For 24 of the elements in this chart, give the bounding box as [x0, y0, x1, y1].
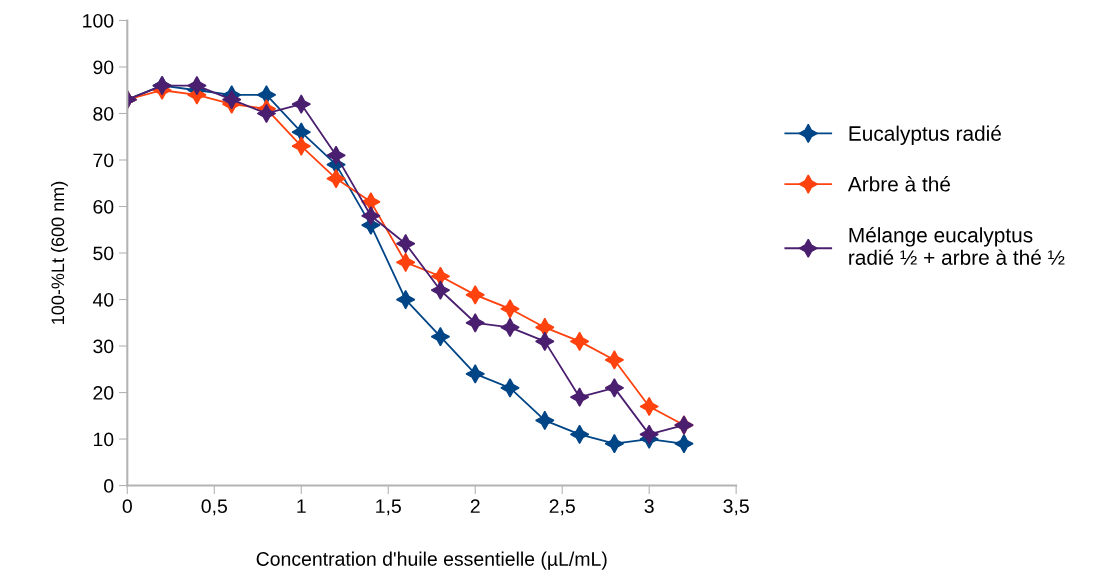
x-tick-label: 3,5 [723, 499, 749, 516]
y-axis-title: 100-%Lt (600 nm) [50, 181, 68, 324]
x-axis-title: Concentration d'huile essentielle (µL/mL) [256, 551, 607, 570]
y-tick-label: 80 [93, 106, 114, 121]
y-tick-label: 30 [93, 339, 114, 354]
y-tick-label: 60 [93, 199, 114, 214]
x-tick-label: 2 [470, 499, 480, 513]
legend-label: Mélange eucalyptus radié ½ + arbre à thé ½ [849, 226, 1065, 265]
y-tick-label: 0 [104, 479, 114, 493]
y-tick-label: 70 [93, 153, 114, 168]
legend-label: Eucalyptus radié [849, 125, 1001, 146]
x-tick-label: 0,5 [201, 499, 227, 516]
y-tick-label: 100 [83, 13, 114, 28]
x-tick-label: 1 [297, 499, 306, 513]
x-tick-label: 3 [644, 499, 654, 514]
y-tick-label: 40 [92, 292, 114, 307]
x-tick-label: 0 [122, 499, 132, 514]
y-tick-label: 20 [93, 386, 114, 400]
y-tick-label: 10 [93, 432, 114, 447]
x-tick-label: 2,5 [549, 499, 575, 516]
legend-label: Arbre à thé [847, 176, 950, 192]
y-tick-label: 50 [93, 246, 114, 261]
x-tick-label: 1,5 [376, 499, 401, 516]
y-tick-label: 90 [93, 60, 114, 75]
